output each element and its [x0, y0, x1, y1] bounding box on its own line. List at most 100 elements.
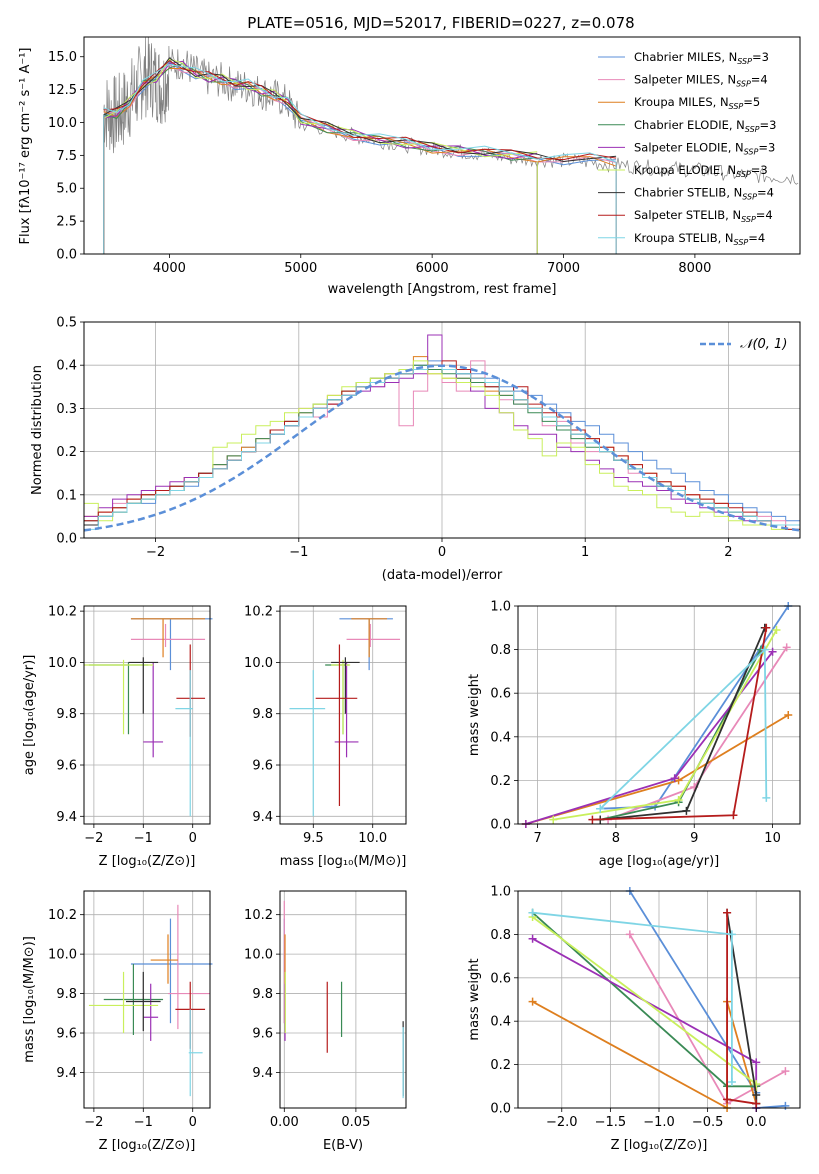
x-axis-label: Z [log₁₀(Z/Z⊙)]	[99, 1138, 196, 1153]
plus-marker	[682, 806, 691, 815]
legend-label-suffix: =4	[756, 208, 773, 222]
marks	[84, 618, 213, 817]
x-tick-label: −2	[84, 1115, 103, 1130]
legend-label-text: Salpeter ELODIE, N	[634, 140, 744, 154]
y-tick-label: 10.0	[48, 948, 77, 963]
x-tick-label: 10.0	[358, 831, 387, 846]
x-tick-label: 8000	[678, 261, 711, 276]
mass-vs-extinction-panel: 0.00 0.05 9.4 9.6 9.8 10.0 10.2 E(B-V)	[244, 890, 407, 1153]
x-tick-label: 8	[612, 831, 620, 846]
y-tick-label: 0.4	[490, 730, 511, 745]
spectrum-ylabel: Flux [fλ10⁻¹⁷ erg cm⁻² s⁻¹ A⁻¹]	[18, 48, 33, 245]
spectrum-xlabel: wavelength [Angstrom, rest frame]	[328, 282, 557, 297]
legend-label: Salpeter MILES, NSSP=4	[634, 73, 768, 89]
y-tick-label: 9.8	[56, 707, 77, 722]
y-tick-label: 10.0	[48, 656, 77, 671]
spectrum-y-axis: 0.0 2.5 5.0 7.5 10.0 12.5 15.0	[48, 50, 84, 263]
legend-label-text: Chabrier STELIB, N	[634, 186, 742, 200]
y-tick-label: 9.8	[252, 707, 273, 722]
plus-marker	[674, 796, 683, 805]
legend-label-suffix: =3	[760, 118, 777, 132]
residuals-ylabel: Normed distribution	[30, 365, 45, 495]
residuals-panel: −2 −1 0 1 2 0.0 0.1 0.2 0.3 0.4 0.5 (data-model)/…	[30, 316, 801, 583]
plus-marker	[784, 711, 793, 719]
x-axis-label: mass [log₁₀(M/M⊙)]	[280, 854, 407, 869]
mass-weight-vs-age-panel: 7 8 9 10 0.0 0.2 0.4 0.6 0.8 1.0 age [log₁₀(age/yr…	[467, 600, 801, 869]
x-axis: −2 −1 0	[84, 824, 197, 846]
y-tick-label: 0.5	[56, 316, 77, 331]
plus-marker	[752, 1058, 761, 1067]
legend-label-text: Kroupa MILES, N	[634, 95, 729, 109]
legend-label: Chabrier MILES, NSSP=3	[634, 50, 769, 66]
y-tick-label: 9.4	[252, 810, 273, 825]
y-tick-label: 10.0	[244, 656, 273, 671]
legend-label: Salpeter ELODIE, NSSP=3	[634, 140, 775, 156]
data-spectrum-line	[103, 37, 799, 185]
legend-label-suffix: =3	[758, 140, 775, 154]
y-tick-label: 0.6	[490, 971, 511, 986]
legend-label-subscript: SSP	[736, 170, 751, 179]
marks	[521, 602, 793, 828]
x-tick-label: 0.00	[270, 1115, 299, 1130]
x-tick-label: 1	[581, 545, 589, 560]
y-tick-label: 5.0	[56, 182, 77, 197]
spectrum-frame	[83, 36, 801, 255]
legend-label-subscript: SSP	[741, 215, 756, 224]
y-tick-label: 1.0	[490, 885, 511, 900]
marks	[88, 904, 213, 1097]
plot-area	[518, 606, 800, 824]
plus-marker	[528, 997, 537, 1006]
grid	[84, 891, 210, 1108]
residuals-marks	[83, 334, 801, 532]
legend-label: Kroupa STELIB, NSSP=4	[634, 231, 765, 247]
x-tick-label: −1	[134, 1115, 153, 1130]
y-tick-label: 0.0	[490, 1102, 511, 1117]
legend-label-suffix: =4	[748, 231, 765, 245]
normal-legend-label: 𝒩(0, 1)	[740, 337, 787, 352]
plus-marker	[727, 930, 736, 939]
frame	[279, 890, 407, 1109]
legend-label-text: Chabrier ELODIE, N	[634, 118, 745, 132]
x-axis: 7 8 9 10	[533, 824, 781, 846]
legend-label: Chabrier STELIB, NSSP=4	[634, 186, 774, 202]
legend-label-suffix: =4	[757, 186, 774, 200]
plus-marker	[528, 908, 537, 917]
residuals-legend: 𝒩(0, 1)	[700, 337, 787, 352]
plus-marker	[768, 647, 777, 656]
y-tick-label: 9.8	[252, 987, 273, 1002]
legend-label: Kroupa MILES, NSSP=5	[634, 95, 760, 111]
x-tick-label: 0	[438, 545, 446, 560]
legend-label-suffix: =5	[743, 95, 760, 109]
y-tick-label: 0.0	[490, 818, 511, 833]
y-tick-label: 0.4	[56, 359, 77, 374]
y-tick-label: 0.1	[56, 488, 77, 503]
plot-area	[84, 606, 210, 824]
y-axis: 9.4 9.6 9.8 10.0 10.2	[244, 605, 280, 825]
legend-label-text: Salpeter MILES, N	[634, 73, 736, 87]
y-tick-label: 9.4	[56, 810, 77, 825]
spectrum-panel: PLATE=0516, MJD=52017, FIBERID=0227, z=0…	[18, 14, 801, 297]
y-axis-label: mass weight	[467, 958, 482, 1040]
plus-marker	[762, 623, 771, 632]
x-tick-label: −2	[84, 831, 103, 846]
plus-marker	[528, 934, 537, 943]
legend-label-suffix: =3	[752, 50, 769, 64]
legend-label-text: Salpeter STELIB, N	[634, 208, 741, 222]
legend-label: Kroupa ELODIE, NSSP=3	[634, 163, 768, 179]
plus-marker	[760, 645, 769, 654]
plus-marker	[723, 1095, 732, 1104]
plus-marker	[625, 930, 634, 939]
plus-marker	[752, 1090, 761, 1099]
x-tick-label: 0	[189, 831, 197, 846]
plus-marker	[596, 804, 605, 813]
marks	[289, 618, 401, 817]
legend-label-subscript: SSP	[745, 125, 760, 134]
y-tick-label: 0.8	[490, 643, 511, 658]
legend-label-subscript: SSP	[729, 102, 744, 111]
frame	[279, 605, 407, 825]
y-axis: 0.0 0.2 0.4 0.6 0.8 1.0	[490, 885, 518, 1117]
y-tick-label: 0.2	[490, 1058, 511, 1073]
